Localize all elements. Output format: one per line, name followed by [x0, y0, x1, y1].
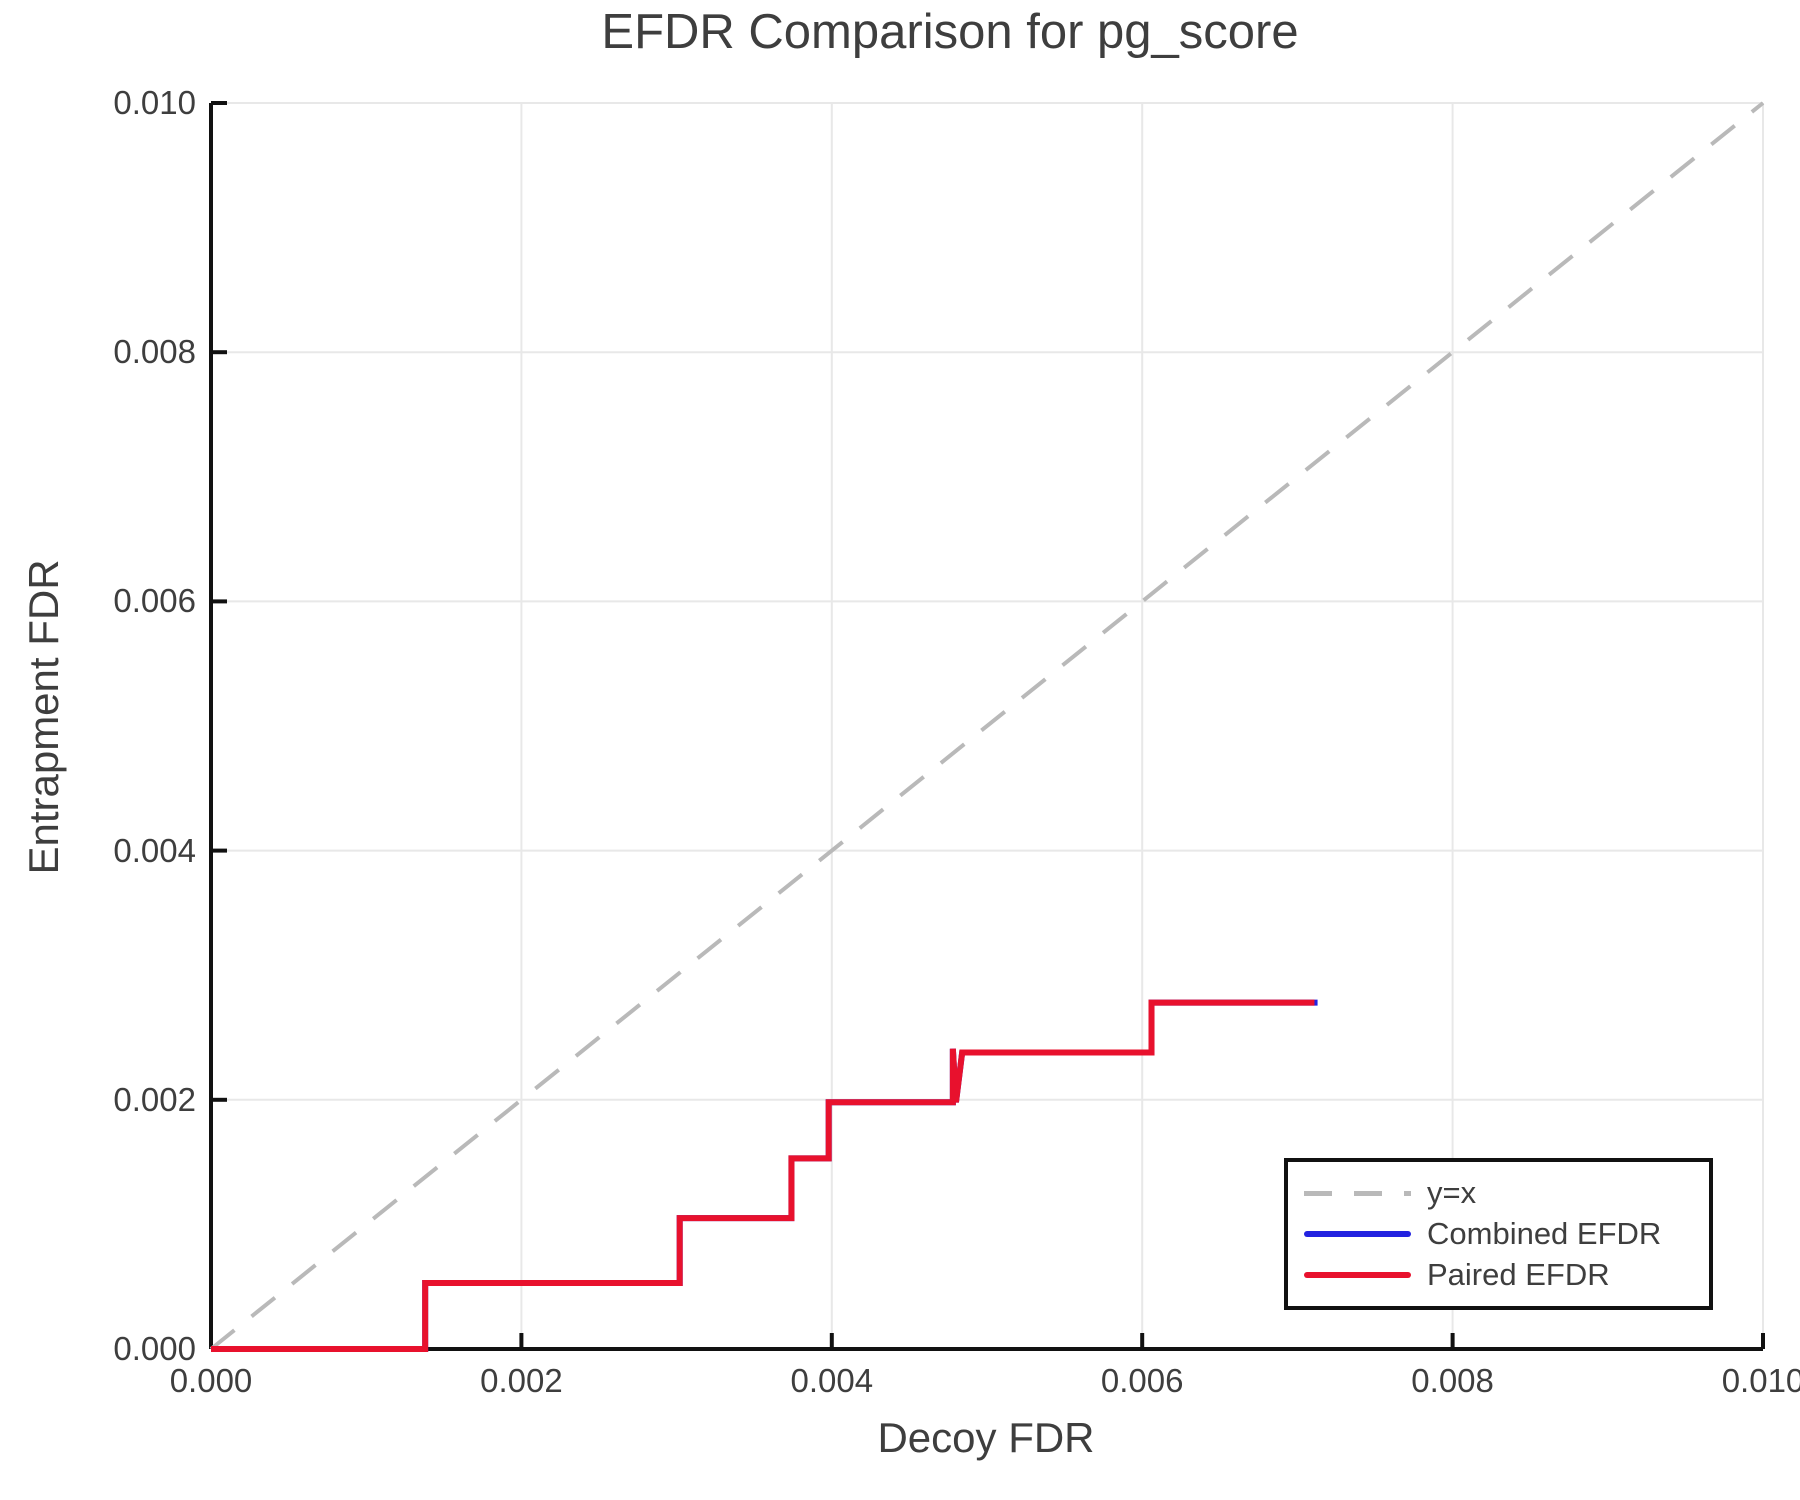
x-tick-label: 0.008 [1411, 1362, 1494, 1399]
y-tick-label: 0.000 [113, 1330, 196, 1367]
legend-label-paired: Paired EFDR [1427, 1257, 1610, 1292]
x-tick-label: 0.010 [1721, 1362, 1800, 1399]
combined-efdr-swatch [1304, 1231, 1411, 1237]
x-tick-label: 0.000 [169, 1362, 253, 1399]
x-tick-label: 0.004 [790, 1362, 874, 1399]
identity-line-swatch [1304, 1190, 1411, 1196]
x-axis-title: Decoy FDR [877, 1414, 1095, 1461]
x-tick-label: 0.002 [480, 1362, 563, 1399]
legend: y=x Combined EFDR Paired EFDR [1284, 1158, 1713, 1310]
chart-title: EFDR Comparison for pg_score [601, 5, 1299, 59]
legend-label-combined: Combined EFDR [1427, 1216, 1662, 1251]
y-tick-label: 0.006 [113, 582, 196, 620]
identity-line [209, 101, 1765, 1351]
legend-row-identity: y=x [1304, 1176, 1709, 1210]
y-axis-title: Entrapment FDR [20, 559, 67, 875]
legend-row-paired: Paired EFDR [1304, 1258, 1709, 1292]
y-tick-label: 0.010 [113, 84, 196, 121]
legend-label-identity: y=x [1427, 1175, 1477, 1210]
paired-efdr-line [211, 999, 1315, 1352]
y-tick-label: 0.002 [113, 1080, 196, 1118]
y-tick-label: 0.004 [113, 831, 196, 869]
x-tick-label: 0.006 [1100, 1362, 1184, 1399]
y-tick-label: 0.008 [113, 333, 196, 371]
paired-efdr-swatch [1304, 1272, 1411, 1278]
legend-row-combined: Combined EFDR [1304, 1217, 1709, 1251]
